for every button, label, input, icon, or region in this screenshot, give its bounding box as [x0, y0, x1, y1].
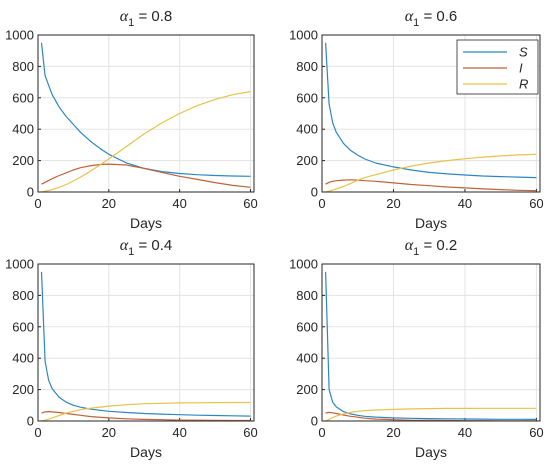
- x-tick-label: 0: [34, 425, 41, 440]
- y-tick-label: 800: [12, 59, 34, 74]
- chart-title: α1 = 0.6: [405, 8, 457, 29]
- y-tick-label: 600: [296, 319, 318, 334]
- title-value: = 0.2: [419, 237, 457, 254]
- x-tick-label: 20: [102, 196, 116, 211]
- series-line-r: [41, 401, 251, 422]
- chart-panel-3: 0 200 400 600 800 1000 0 20 40 60 Days α1 = 0.4: [5, 237, 258, 460]
- title-value: = 0.8: [134, 8, 172, 25]
- y-tick-label: 400: [296, 122, 318, 137]
- y-tick-label: 1000: [289, 28, 318, 43]
- x-axis-label: Days: [415, 215, 447, 231]
- x-tick-label: 60: [529, 196, 543, 211]
- x-tick-label: 0: [34, 196, 41, 211]
- x-tick-label: 40: [172, 425, 186, 440]
- y-tick-label: 600: [12, 90, 34, 105]
- title-symbol: α: [405, 8, 414, 25]
- series-line-r: [41, 90, 251, 193]
- x-axis-label: Days: [130, 444, 162, 460]
- plot-area: [38, 264, 254, 421]
- title-symbol: α: [120, 8, 129, 25]
- series-line-s: [325, 42, 537, 179]
- title-subscript: 1: [413, 17, 419, 29]
- plot-area: [38, 35, 254, 192]
- axes-box: [321, 34, 541, 193]
- x-axis-label: Days: [130, 215, 162, 231]
- series-line-i: [325, 179, 537, 192]
- x-axis-label: Days: [415, 444, 447, 460]
- series-line-i: [41, 163, 251, 188]
- y-tick-label: 0: [27, 414, 34, 429]
- title-value: = 0.4: [134, 237, 172, 254]
- y-tick-label: 200: [296, 153, 318, 168]
- y-tick-label: 600: [296, 90, 318, 105]
- y-tick-label: 1000: [5, 257, 34, 272]
- y-tick-label: 200: [12, 153, 34, 168]
- y-tick-label: 0: [311, 185, 318, 200]
- y-tick-label: 1000: [289, 257, 318, 272]
- axes-box: [37, 263, 255, 422]
- x-tick-label: 20: [102, 425, 116, 440]
- series-line-r: [325, 153, 537, 193]
- title-subscript: 1: [128, 246, 134, 258]
- chart-title: α1 = 0.4: [120, 237, 172, 258]
- x-tick-label: 60: [243, 425, 257, 440]
- legend: SIR: [456, 39, 539, 95]
- y-tick-label: 800: [296, 288, 318, 303]
- y-tick-label: 600: [12, 319, 34, 334]
- chart-panel-4: 0 200 400 600 800 1000 0 20 40 60 Days α1 = 0.2: [289, 237, 544, 460]
- series-line-r: [325, 407, 537, 422]
- y-tick-label: 0: [27, 185, 34, 200]
- series-line-s: [40, 42, 251, 177]
- y-tick-label: 400: [12, 351, 34, 366]
- x-tick-label: 40: [458, 196, 472, 211]
- y-tick-label: 800: [296, 59, 318, 74]
- y-tick-label: 1000: [5, 28, 34, 43]
- series-line-i: [41, 411, 251, 422]
- plot-area: [322, 264, 540, 421]
- title-subscript: 1: [128, 17, 134, 29]
- x-tick-label: 20: [386, 196, 400, 211]
- x-tick-label: 40: [172, 196, 186, 211]
- title-symbol: α: [405, 237, 414, 254]
- legend-label-s: S: [519, 45, 528, 60]
- title-symbol: α: [120, 237, 129, 254]
- chart-title: α1 = 0.8: [120, 8, 172, 29]
- chart-panel-2: 0 200 400 600 800 1000 0 20 40 60 Days α1 = 0.6 SIR: [289, 8, 544, 231]
- x-tick-label: 20: [386, 425, 400, 440]
- legend-label-i: I: [519, 61, 523, 76]
- y-tick-label: 800: [12, 288, 34, 303]
- axes-box: [321, 263, 541, 422]
- y-tick-label: 400: [12, 122, 34, 137]
- y-tick-label: 200: [12, 382, 34, 397]
- x-tick-label: 40: [458, 425, 472, 440]
- chart-title: α1 = 0.2: [405, 237, 457, 258]
- x-tick-label: 60: [529, 425, 543, 440]
- x-tick-label: 0: [318, 196, 325, 211]
- y-tick-label: 200: [296, 382, 318, 397]
- x-tick-label: 0: [318, 425, 325, 440]
- chart-panel-1: 0 200 400 600 800 1000 0 20 40 60 Days α1 = 0.8: [5, 8, 258, 231]
- y-tick-label: 400: [296, 351, 318, 366]
- legend-box: [456, 39, 539, 95]
- series-line-s: [325, 271, 537, 420]
- series-line-s: [40, 271, 251, 417]
- legend-label-r: R: [519, 77, 528, 92]
- title-subscript: 1: [413, 246, 419, 258]
- title-value: = 0.6: [419, 8, 457, 25]
- axes-box: [37, 34, 255, 193]
- x-tick-label: 60: [243, 196, 257, 211]
- y-tick-label: 0: [311, 414, 318, 429]
